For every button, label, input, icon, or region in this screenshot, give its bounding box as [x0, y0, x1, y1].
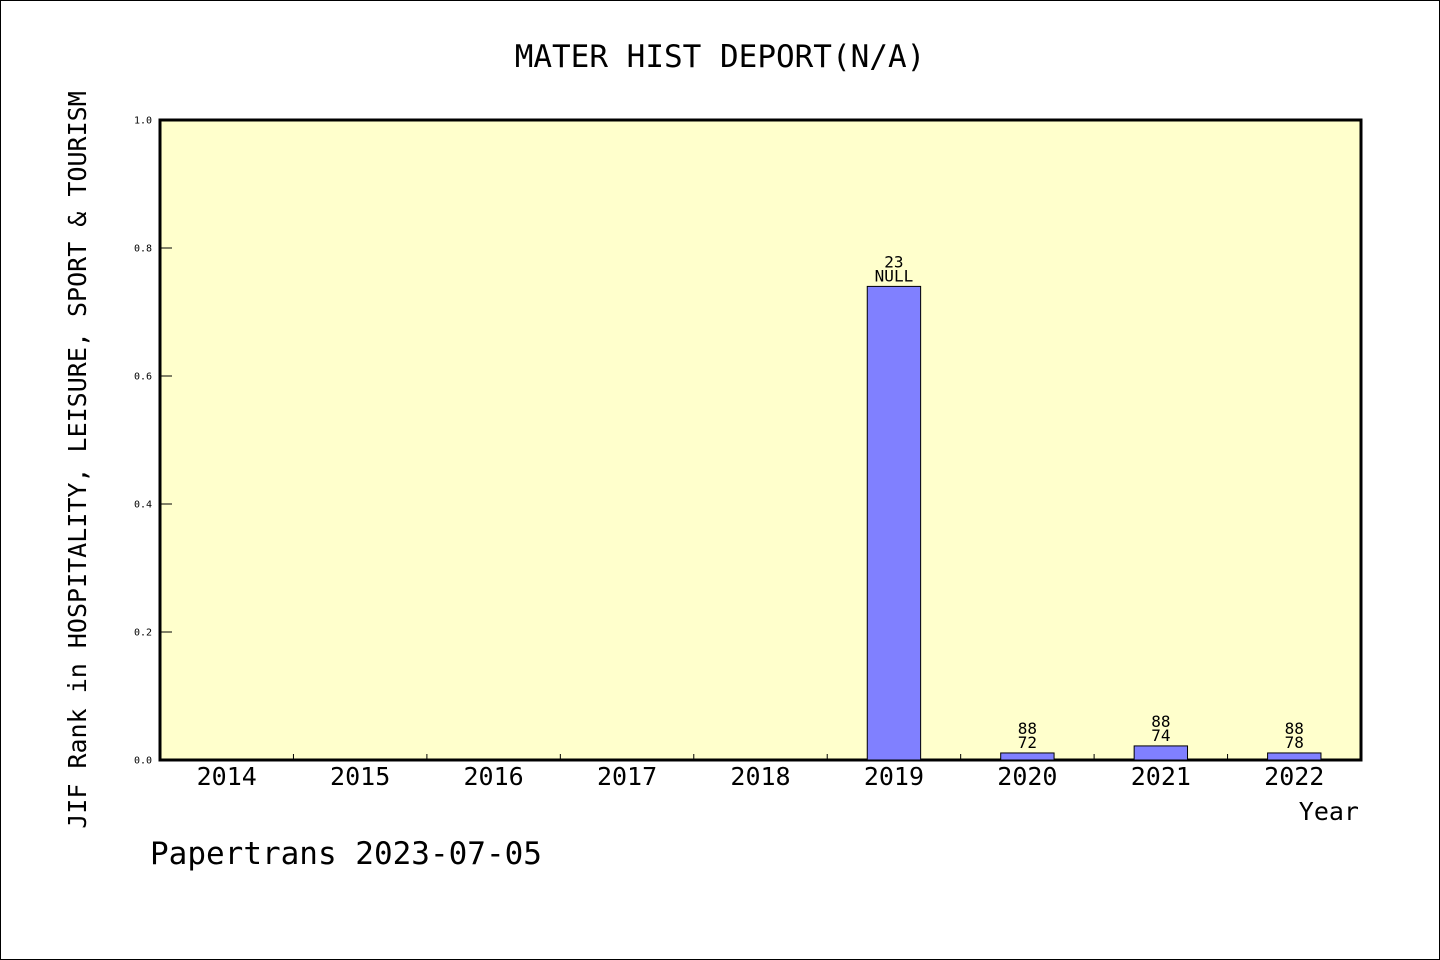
- y-tick-label: 0.8: [134, 244, 152, 255]
- y-tick-label: 0.0: [134, 756, 152, 767]
- plot-area: [158, 118, 1363, 762]
- y-tick-label: 1.0: [134, 116, 152, 127]
- bar-label-bottom: 72: [1018, 733, 1037, 752]
- y-axis-label: JIF Rank in HOSPITALITY, LEISURE, SPORT …: [63, 91, 92, 829]
- bar-2021: [1133, 745, 1189, 761]
- x-tick-label: 2022: [1264, 762, 1324, 791]
- x-tick-label: 2020: [997, 762, 1057, 791]
- bar-label-top: 88: [1018, 719, 1037, 738]
- x-tick-label: 2021: [1131, 762, 1191, 791]
- x-tick-label: 2014: [197, 762, 257, 791]
- y-tick-label: 0.6: [134, 372, 152, 383]
- bar-label-top: 88: [1285, 719, 1304, 738]
- bar-2022: [1267, 752, 1322, 761]
- bars-layer: [866, 285, 1322, 761]
- y-tick-label: 0.4: [134, 500, 152, 511]
- x-axis: 2014 2015 2016 2017 2018 2019 2020 2021 2022: [197, 754, 1324, 791]
- bar-label-top: 88: [1151, 712, 1170, 731]
- bar-label-bottom: NULL: [875, 266, 914, 285]
- chart-title: MATER HIST DEPORT(N/A): [515, 39, 926, 75]
- bar-label-bottom: 78: [1285, 733, 1304, 752]
- x-tick-label: 2016: [464, 762, 524, 791]
- footer-timestamp: Papertrans 2023-07-05: [150, 836, 542, 872]
- y-axis: 0.0 0.2 0.4 0.6 0.8 1.0: [134, 116, 172, 767]
- x-tick-label: 2018: [730, 762, 790, 791]
- x-tick-label: 2015: [330, 762, 390, 791]
- bar-label-bottom: 74: [1151, 726, 1170, 745]
- x-tick-label: 2019: [864, 762, 924, 791]
- x-axis-label: Year: [1299, 797, 1359, 826]
- x-tick-label: 2017: [597, 762, 657, 791]
- y-tick-label: 0.2: [134, 628, 152, 639]
- bar-label-top: 23: [884, 252, 903, 271]
- bar-2019: [866, 285, 922, 761]
- bar-2020: [1000, 752, 1055, 761]
